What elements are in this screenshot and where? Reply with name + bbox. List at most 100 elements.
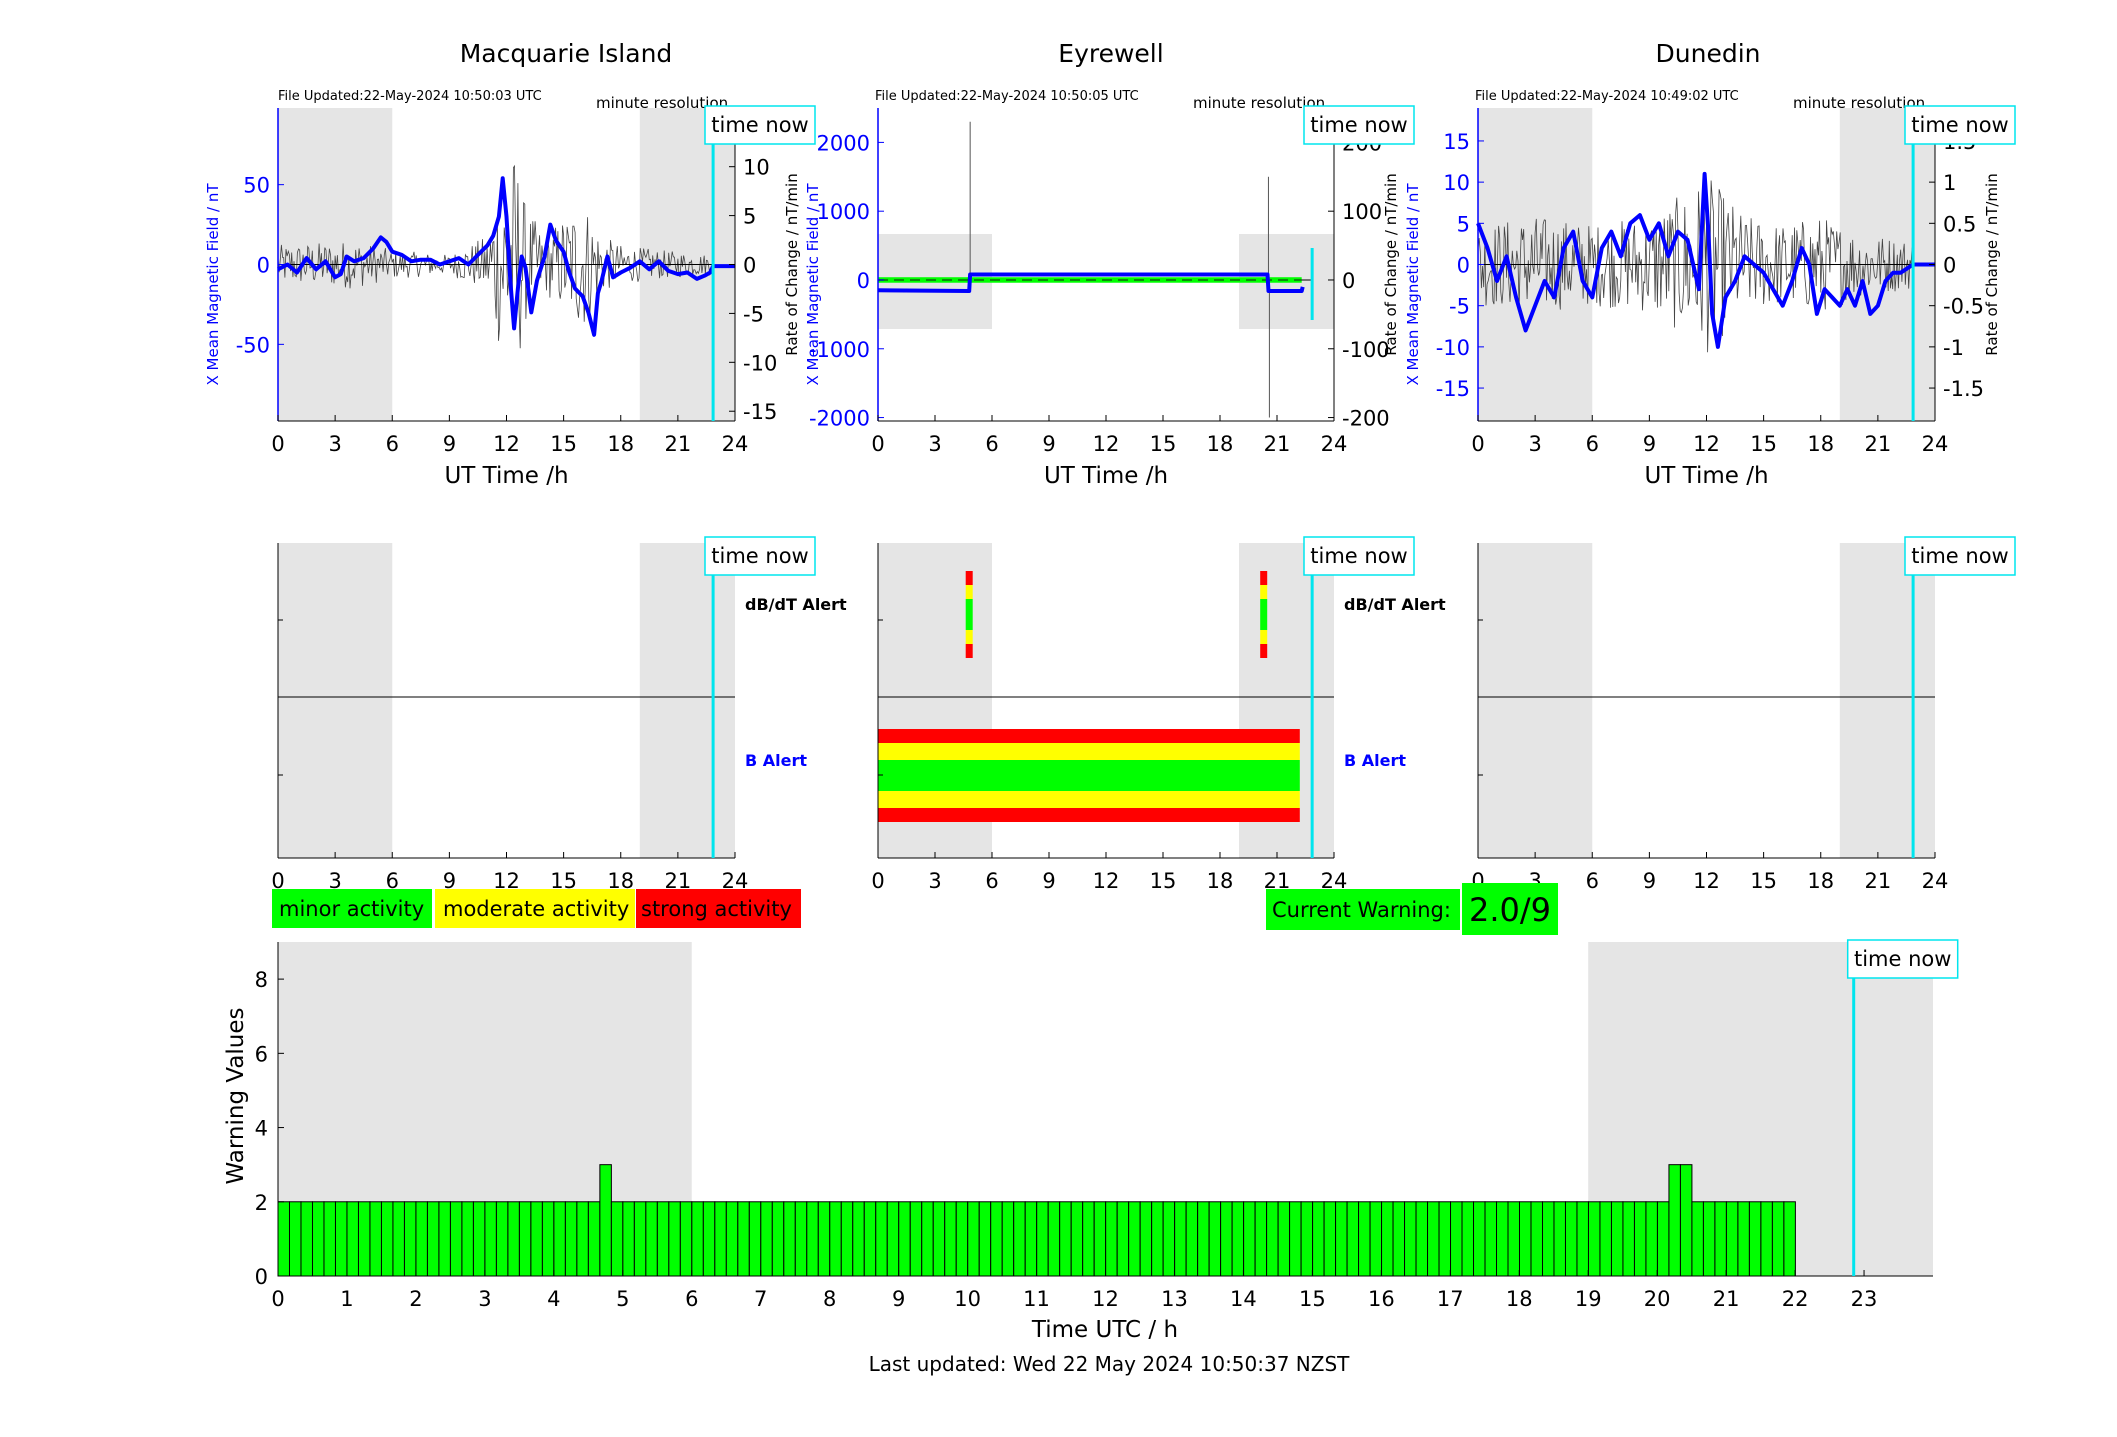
station-0-b-alert-label: B Alert xyxy=(745,751,807,770)
current-warning-value-box xyxy=(1462,883,1558,935)
station-2-left-tick-label: 15 xyxy=(1443,130,1470,154)
warning-y-tick-label: 4 xyxy=(255,1117,268,1141)
warning-bar xyxy=(622,1201,635,1277)
warning-y-tick-label: 0 xyxy=(255,1265,268,1289)
warning-bar xyxy=(932,1201,946,1277)
warning-bar xyxy=(1059,1201,1072,1277)
legend-moderate-label: moderate activity xyxy=(443,897,629,921)
station-2-alert-x-tick-label: 6 xyxy=(1586,869,1599,893)
station-2-right-tick-label: 0.5 xyxy=(1943,212,1976,236)
warning-bar xyxy=(1197,1201,1210,1277)
warning-bar xyxy=(875,1201,888,1277)
warning-chart-ylabel: Warning Values xyxy=(223,1007,249,1184)
warning-bar xyxy=(679,1201,693,1277)
warning-bar xyxy=(1760,1201,1773,1277)
warning-bar xyxy=(1047,1201,1061,1277)
station-2-right-tick-label: -0.5 xyxy=(1943,295,1984,319)
legend-strong-swatch xyxy=(636,889,801,928)
warning-bar xyxy=(288,1201,302,1277)
warning-bar xyxy=(1185,1201,1199,1277)
warning-bar xyxy=(1553,1201,1566,1277)
warning-bar xyxy=(1013,1201,1026,1277)
warning-bar xyxy=(1725,1201,1739,1277)
warning-bar xyxy=(346,1201,359,1277)
warning-bar xyxy=(1024,1201,1038,1277)
warning-bar xyxy=(1541,1201,1555,1277)
station-2-alert-time-now-box xyxy=(1904,536,2016,576)
station-1-db-alert-bar xyxy=(965,571,973,585)
station-2-left-tick-label: 5 xyxy=(1457,212,1470,236)
station-2-x-tick-label: 6 xyxy=(1586,432,1599,456)
warning-x-tick-label: 10 xyxy=(954,1287,981,1311)
minute-resolution-macquarie: minute resolution xyxy=(596,94,728,112)
warning-bar xyxy=(1105,1201,1118,1277)
warning-x-tick-label: 18 xyxy=(1506,1287,1533,1311)
station-2-left-tick-label: -10 xyxy=(1436,336,1470,360)
station-1-db-alert-bar xyxy=(965,630,973,644)
warning-bar xyxy=(1220,1201,1233,1277)
warning-x-tick-label: 21 xyxy=(1713,1287,1740,1311)
station-1-right-ylabel: Rate of Change / nT/min xyxy=(1382,173,1400,355)
warning-bar xyxy=(1128,1201,1141,1277)
warning-bar xyxy=(1404,1201,1417,1277)
warning-bar xyxy=(783,1201,796,1277)
warning-bar xyxy=(1610,1201,1624,1277)
station-title-dunedin: Dunedin xyxy=(1656,39,1761,68)
warning-bar xyxy=(1748,1201,1762,1277)
station-2-right-tick-label: -1.5 xyxy=(1943,377,1984,401)
station-0-right-tick-label: 5 xyxy=(743,205,756,229)
warning-x-tick-label: 4 xyxy=(547,1287,560,1311)
warning-bar xyxy=(1036,1201,1049,1277)
warning-bar xyxy=(484,1201,497,1277)
station-0-right-ylabel: Rate of Change / nT/min xyxy=(783,173,801,355)
warning-bar xyxy=(725,1201,739,1277)
warning-bar xyxy=(277,1201,290,1277)
station-2-alert-x-tick-label: 18 xyxy=(1807,869,1834,893)
warning-bar xyxy=(1564,1201,1578,1277)
station-2-x-tick-label: 15 xyxy=(1750,432,1777,456)
station-0-x-tick-label: 3 xyxy=(328,432,341,456)
station-1-x-tick-label: 0 xyxy=(871,432,884,456)
station-1-left-tick-label: 2000 xyxy=(817,131,870,155)
warning-x-tick-label: 11 xyxy=(1023,1287,1050,1311)
station-0-left-tick-label: 0 xyxy=(257,254,270,278)
warning-bar xyxy=(990,1201,1003,1277)
station-1-alert-x-tick-label: 15 xyxy=(1150,869,1177,893)
warning-bar xyxy=(714,1201,727,1277)
station-1-time-now-box xyxy=(1303,105,1415,145)
warning-bar xyxy=(1587,1201,1601,1277)
station-2-time-now-label: time now xyxy=(1911,113,2008,137)
warning-bar xyxy=(668,1201,681,1277)
warning-bar xyxy=(564,1201,578,1277)
warning-bar xyxy=(369,1201,382,1277)
warning-bar xyxy=(599,1164,612,1277)
station-2-time-now-box xyxy=(1904,105,2016,145)
warning-chart-xlabel: Time UTC / h xyxy=(1031,1317,1178,1343)
station-2-alert-x-tick-label: 9 xyxy=(1643,869,1656,893)
station-0-x-tick-label: 9 xyxy=(443,432,456,456)
station-2-right-tick-label: -1 xyxy=(1943,336,1964,360)
station-2-field-trace xyxy=(1476,171,1935,349)
warning-bar xyxy=(1266,1201,1279,1277)
warning-x-tick-label: 1 xyxy=(340,1287,353,1311)
warning-bar xyxy=(334,1201,348,1277)
warning-bar xyxy=(863,1201,877,1277)
station-0-right-tick-label: -5 xyxy=(743,302,764,326)
station-0-x-tick-label: 6 xyxy=(386,432,399,456)
station-0-rate-trace xyxy=(277,164,713,349)
station-1-alert-x-tick-label: 18 xyxy=(1207,869,1234,893)
warning-bar xyxy=(507,1201,520,1277)
station-1-alert-time-now-box xyxy=(1303,536,1415,576)
warning-bar xyxy=(1576,1201,1589,1277)
warning-bar xyxy=(415,1201,428,1277)
station-2-alert-x-tick-label: 24 xyxy=(1922,869,1949,893)
minute-resolution-eyrewell: minute resolution xyxy=(1193,94,1325,112)
warning-bar xyxy=(817,1201,831,1277)
warning-bar xyxy=(1450,1201,1463,1277)
warning-bar xyxy=(1656,1201,1670,1277)
station-title-eyrewell: Eyrewell xyxy=(1058,39,1163,68)
station-0-field-trace xyxy=(277,176,735,337)
warning-y-tick-label: 8 xyxy=(255,968,268,992)
